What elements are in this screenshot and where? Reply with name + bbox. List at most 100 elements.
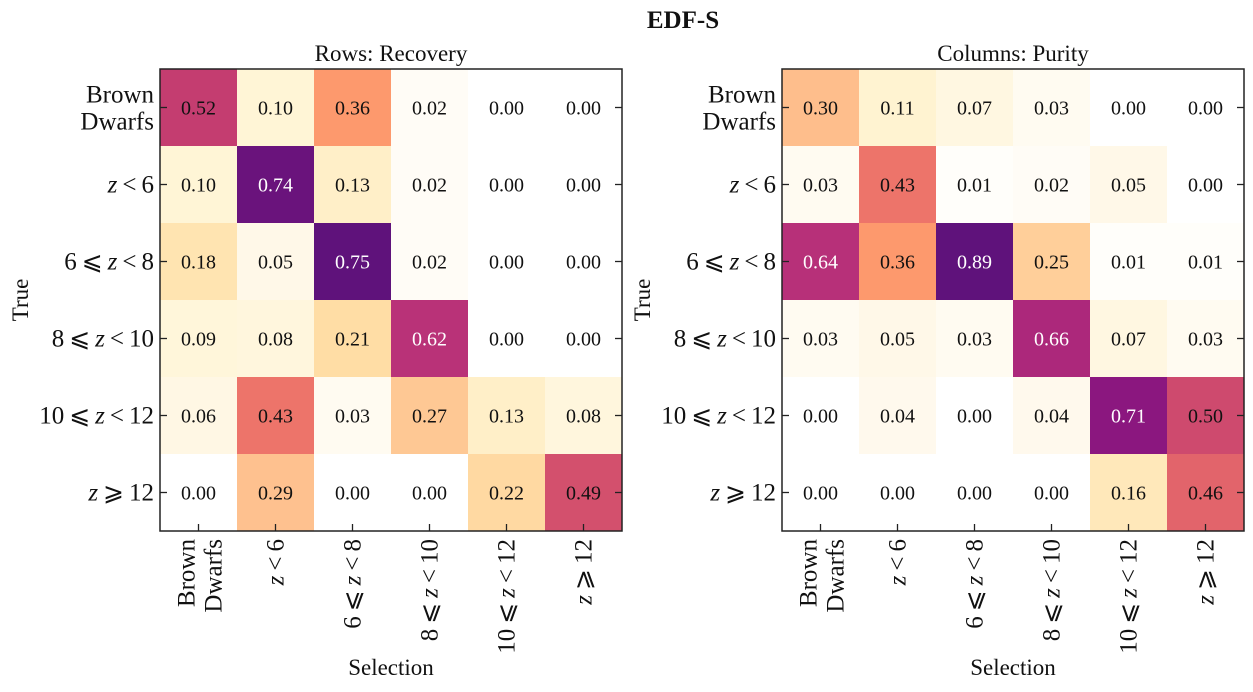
cell-value-label: 0.13: [489, 406, 524, 428]
cell-value-label: 0.07: [1111, 329, 1146, 351]
x-tick-label: 10⩽z<12: [1116, 539, 1143, 654]
cell-value-label: 0.30: [803, 98, 838, 120]
heatmap-cell: [1013, 300, 1091, 378]
heatmap-cell: [160, 454, 238, 532]
heatmap-cell: [391, 69, 469, 147]
x-tick-label: z<6: [885, 539, 912, 586]
cell-value-label: 0.00: [1034, 483, 1069, 505]
heatmap-cell: [314, 300, 392, 378]
heatmap-panel-1: Rows: Recovery 0.52 0.10 0.36 0.02 0.00 0.00 0.…: [8, 41, 623, 680]
heatmap-cell: [1090, 454, 1168, 532]
cell-value-label: 0.00: [489, 175, 524, 197]
cell-value-label: 0.03: [335, 406, 370, 428]
heatmap-cell: [936, 454, 1014, 532]
heatmap-cell: [782, 377, 860, 455]
cell-value-label: 0.05: [1111, 175, 1146, 197]
cell-value-label: 0.03: [957, 329, 992, 351]
heatmap-cell: [1090, 300, 1168, 378]
cell-value-label: 0.71: [1111, 406, 1146, 428]
panel-title: Rows: Recovery: [315, 41, 468, 66]
x-tick-label: 8⩽z<10: [417, 539, 444, 641]
cell-value-label: 0.10: [258, 98, 293, 120]
heatmap-cell: [1090, 146, 1168, 224]
x-tick-label: 6⩽z<8: [340, 539, 367, 629]
y-tick-label: z ⩾ 12: [87, 480, 154, 507]
cell-value-label: 0.02: [1034, 175, 1069, 197]
y-tick-label: 8 ⩽ z <10: [674, 326, 776, 353]
cell-value-label: 0.07: [957, 98, 992, 120]
x-tick-label: 8⩽z<10: [1039, 539, 1066, 641]
cell-value-label: 0.00: [489, 329, 524, 351]
x-tick-label: z⩾12: [571, 539, 598, 606]
cell-value-label: 0.00: [803, 483, 838, 505]
cell-value-label: 0.00: [566, 329, 601, 351]
heatmap-cell: [391, 146, 469, 224]
cell-value-label: 0.00: [566, 252, 601, 274]
heatmap-cell: [468, 223, 546, 301]
cell-value-label: 0.66: [1034, 329, 1069, 351]
cell-value-label: 0.00: [489, 252, 524, 274]
heatmap-cell: [391, 377, 469, 455]
heatmap-cell: [545, 377, 623, 455]
cell-value-label: 0.00: [489, 98, 524, 120]
heatmap-cell: [468, 454, 546, 532]
heatmap-cell: [468, 69, 546, 147]
heatmap-cell: [782, 300, 860, 378]
heatmap-cell: [545, 223, 623, 301]
heatmap-cell: [1013, 454, 1091, 532]
heatmap-cell: [1167, 69, 1245, 147]
y-tick-label: Brown Dwarfs: [702, 82, 776, 136]
heatmap-cell: [859, 377, 937, 455]
heatmap-cell: [391, 454, 469, 532]
plot-frame: [781, 68, 1245, 532]
heatmap-cell: [1167, 146, 1245, 224]
heatmap-cell: [314, 223, 392, 301]
y-tick-label: 8 ⩽ z <10: [52, 326, 154, 353]
heatmap-cell: [936, 146, 1014, 224]
heatmap-cell: [237, 454, 315, 532]
cell-value-label: 0.02: [412, 175, 447, 197]
y-axis-label: True: [8, 279, 33, 322]
cell-value-label: 0.36: [880, 252, 915, 274]
cell-value-label: 0.52: [181, 98, 216, 120]
cell-value-label: 0.01: [1111, 252, 1146, 274]
heatmap-cell: [468, 146, 546, 224]
heatmap-cell: [859, 300, 937, 378]
heatmap-cell: [545, 454, 623, 532]
heatmap-cell: [314, 454, 392, 532]
heatmap-cell: [1167, 300, 1245, 378]
heatmap-cell: [1090, 223, 1168, 301]
heatmap-cell: [1167, 377, 1245, 455]
panel-title: Columns: Purity: [937, 41, 1089, 66]
heatmap-cell: [1090, 377, 1168, 455]
y-tick-label: 6 ⩽ z <8: [64, 249, 154, 276]
cell-value-label: 0.36: [335, 98, 370, 120]
y-tick-label: z ⩾ 12: [709, 480, 776, 507]
heatmap-cell: [160, 377, 238, 455]
cell-value-label: 0.08: [258, 329, 293, 351]
cell-value-label: 0.22: [489, 483, 524, 505]
cell-value-label: 0.03: [803, 329, 838, 351]
heatmap-cell: [468, 377, 546, 455]
cell-value-label: 0.43: [258, 406, 293, 428]
heatmap-cell: [1013, 69, 1091, 147]
cell-value-label: 0.16: [1111, 483, 1146, 505]
x-axis-label: Selection: [970, 655, 1056, 680]
heatmap-cell: [782, 223, 860, 301]
cell-value-label: 0.00: [1188, 98, 1223, 120]
cell-value-label: 0.11: [880, 98, 914, 120]
heatmap-cell: [1167, 223, 1245, 301]
cell-value-label: 0.02: [412, 98, 447, 120]
cell-value-label: 0.18: [181, 252, 216, 274]
cell-value-label: 0.00: [335, 483, 370, 505]
cell-value-label: 0.00: [1188, 175, 1223, 197]
y-tick-label: z <6: [729, 172, 776, 199]
cell-value-label: 0.05: [880, 329, 915, 351]
heatmap-cell: [314, 146, 392, 224]
heatmap-cell: [1013, 223, 1091, 301]
cell-value-label: 0.25: [1034, 252, 1069, 274]
cell-value-label: 0.00: [181, 483, 216, 505]
y-tick-label: 10 ⩽ z <12: [39, 403, 154, 430]
cell-value-label: 0.10: [181, 175, 216, 197]
cell-value-label: 0.29: [258, 483, 293, 505]
